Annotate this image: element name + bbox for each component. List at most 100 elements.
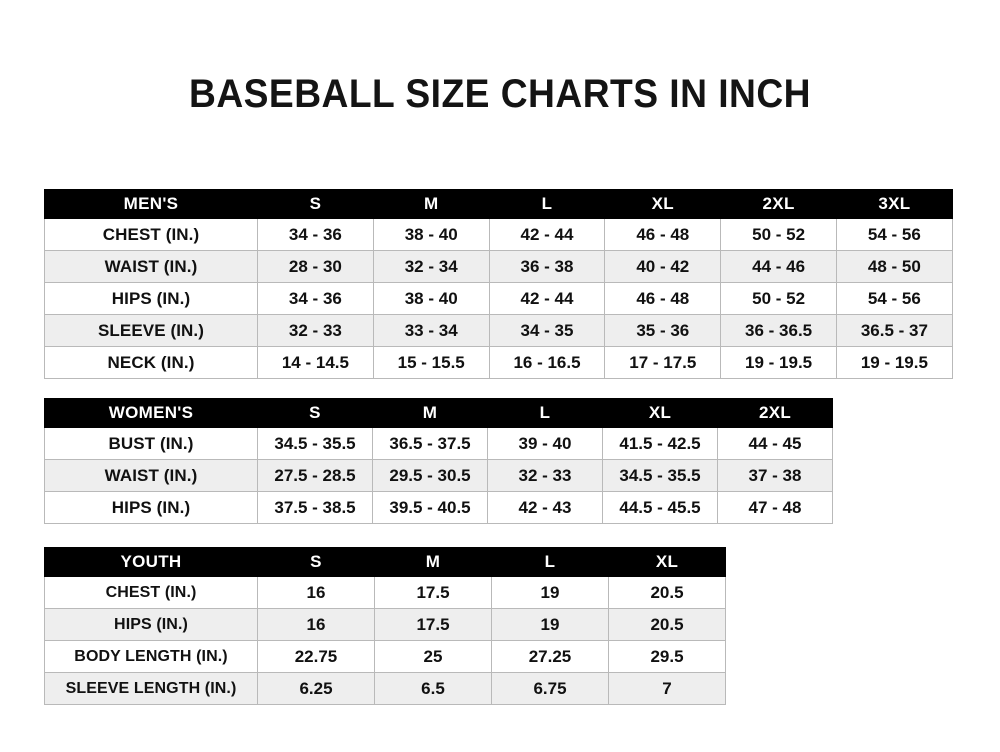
row-value: 17 - 17.5 <box>604 346 722 379</box>
row-label: BODY LENGTH (IN.) <box>44 640 258 673</box>
row-value: 25 <box>374 640 492 673</box>
mens-table-head: MEN'S S M L XL 2XL 3XL <box>44 189 953 219</box>
row-value: 36.5 - 37.5 <box>372 427 488 460</box>
table-row: WAIST (IN.) 28 - 30 32 - 34 36 - 38 40 -… <box>44 250 953 283</box>
row-value: 15 - 15.5 <box>372 346 490 379</box>
row-value: 54 - 56 <box>835 282 953 315</box>
table-row: BUST (IN.) 34.5 - 35.5 36.5 - 37.5 39 - … <box>44 427 833 460</box>
row-value: 32 - 33 <box>257 314 374 347</box>
row-label: CHEST (IN.) <box>44 218 258 251</box>
row-value: 42 - 44 <box>488 282 606 315</box>
youth-header-size-s: S <box>257 547 375 577</box>
row-label: SLEEVE LENGTH (IN.) <box>44 672 258 705</box>
page-title: BASEBALL SIZE CHARTS IN INCH <box>188 72 812 116</box>
table-row: HIPS (IN.) 16 17.5 19 20.5 <box>44 608 726 641</box>
row-value: 16 - 16.5 <box>488 346 606 379</box>
row-value: 47 - 48 <box>717 491 833 524</box>
row-value: 7 <box>608 672 726 705</box>
row-value: 42 - 43 <box>487 491 603 524</box>
youth-table-body: CHEST (IN.) 16 17.5 19 20.5 HIPS (IN.) 1… <box>44 576 726 705</box>
table-row: CHEST (IN.) 16 17.5 19 20.5 <box>44 576 726 609</box>
mens-header-size-xl: XL <box>604 189 722 219</box>
youth-header-size-m: M <box>374 547 492 577</box>
row-value: 27.5 - 28.5 <box>257 459 373 492</box>
table-row: HIPS (IN.) 37.5 - 38.5 39.5 - 40.5 42 - … <box>44 491 833 524</box>
row-value: 29.5 - 30.5 <box>372 459 488 492</box>
row-value: 6.75 <box>491 672 609 705</box>
mens-header-size-3xl: 3XL <box>835 189 953 219</box>
row-value: 46 - 48 <box>604 218 722 251</box>
row-value: 14 - 14.5 <box>257 346 374 379</box>
table-row: CHEST (IN.) 34 - 36 38 - 40 42 - 44 46 -… <box>44 218 953 251</box>
womens-header-size-l: L <box>487 398 603 428</box>
row-value: 41.5 - 42.5 <box>602 427 718 460</box>
youth-table-head: YOUTH S M L XL <box>44 547 726 577</box>
womens-header-size-m: M <box>372 398 488 428</box>
table-row: SLEEVE LENGTH (IN.) 6.25 6.5 6.75 7 <box>44 672 726 705</box>
mens-header-size-l: L <box>488 189 606 219</box>
mens-header-category: MEN'S <box>44 189 258 219</box>
row-value: 36 - 38 <box>488 250 606 283</box>
mens-header-size-2xl: 2XL <box>720 189 837 219</box>
womens-header-size-xl: XL <box>602 398 718 428</box>
row-value: 35 - 36 <box>604 314 722 347</box>
row-value: 17.5 <box>374 576 492 609</box>
row-value: 34 - 36 <box>257 282 374 315</box>
table-row: WAIST (IN.) 27.5 - 28.5 29.5 - 30.5 32 -… <box>44 459 833 492</box>
row-label: WAIST (IN.) <box>44 459 258 492</box>
womens-header-size-s: S <box>257 398 373 428</box>
row-value: 36 - 36.5 <box>720 314 837 347</box>
row-value: 20.5 <box>608 608 726 641</box>
table-row: HIPS (IN.) 34 - 36 38 - 40 42 - 44 46 - … <box>44 282 953 315</box>
row-label: CHEST (IN.) <box>44 576 258 609</box>
row-value: 36.5 - 37 <box>835 314 953 347</box>
row-value: 40 - 42 <box>604 250 722 283</box>
row-value: 48 - 50 <box>835 250 953 283</box>
womens-size-table: WOMEN'S S M L XL 2XL BUST (IN.) 34.5 - 3… <box>44 398 833 524</box>
row-value: 22.75 <box>257 640 375 673</box>
row-value: 39 - 40 <box>487 427 603 460</box>
row-value: 6.25 <box>257 672 375 705</box>
row-value: 16 <box>257 576 375 609</box>
row-value: 50 - 52 <box>720 282 837 315</box>
row-value: 28 - 30 <box>257 250 374 283</box>
row-value: 20.5 <box>608 576 726 609</box>
row-value: 44 - 45 <box>717 427 833 460</box>
mens-table-body: CHEST (IN.) 34 - 36 38 - 40 42 - 44 46 -… <box>44 218 953 379</box>
row-value: 19 <box>491 576 609 609</box>
row-value: 19 <box>491 608 609 641</box>
row-value: 27.25 <box>491 640 609 673</box>
table-row: BODY LENGTH (IN.) 22.75 25 27.25 29.5 <box>44 640 726 673</box>
row-label: HIPS (IN.) <box>44 491 258 524</box>
row-label: HIPS (IN.) <box>44 282 258 315</box>
row-value: 44 - 46 <box>720 250 837 283</box>
row-value: 46 - 48 <box>604 282 722 315</box>
womens-table-body: BUST (IN.) 34.5 - 35.5 36.5 - 37.5 39 - … <box>44 427 833 524</box>
row-value: 17.5 <box>374 608 492 641</box>
row-value: 38 - 40 <box>372 218 490 251</box>
womens-header-category: WOMEN'S <box>44 398 258 428</box>
row-value: 37 - 38 <box>717 459 833 492</box>
row-value: 50 - 52 <box>720 218 837 251</box>
youth-header-category: YOUTH <box>44 547 258 577</box>
mens-header-size-s: S <box>257 189 374 219</box>
row-value: 44.5 - 45.5 <box>602 491 718 524</box>
mens-size-table: MEN'S S M L XL 2XL 3XL CHEST (IN.) 34 - … <box>44 189 953 379</box>
youth-header-size-xl: XL <box>608 547 726 577</box>
table-row: SLEEVE (IN.) 32 - 33 33 - 34 34 - 35 35 … <box>44 314 953 347</box>
mens-header-size-m: M <box>372 189 490 219</box>
womens-header-size-2xl: 2XL <box>717 398 833 428</box>
row-value: 34 - 35 <box>488 314 606 347</box>
row-value: 34.5 - 35.5 <box>602 459 718 492</box>
row-label: BUST (IN.) <box>44 427 258 460</box>
youth-header-row: YOUTH S M L XL <box>44 547 726 577</box>
row-value: 42 - 44 <box>488 218 606 251</box>
row-value: 54 - 56 <box>835 218 953 251</box>
row-value: 6.5 <box>374 672 492 705</box>
row-value: 33 - 34 <box>372 314 490 347</box>
row-label: WAIST (IN.) <box>44 250 258 283</box>
row-label: SLEEVE (IN.) <box>44 314 258 347</box>
youth-header-size-l: L <box>491 547 609 577</box>
womens-header-row: WOMEN'S S M L XL 2XL <box>44 398 833 428</box>
